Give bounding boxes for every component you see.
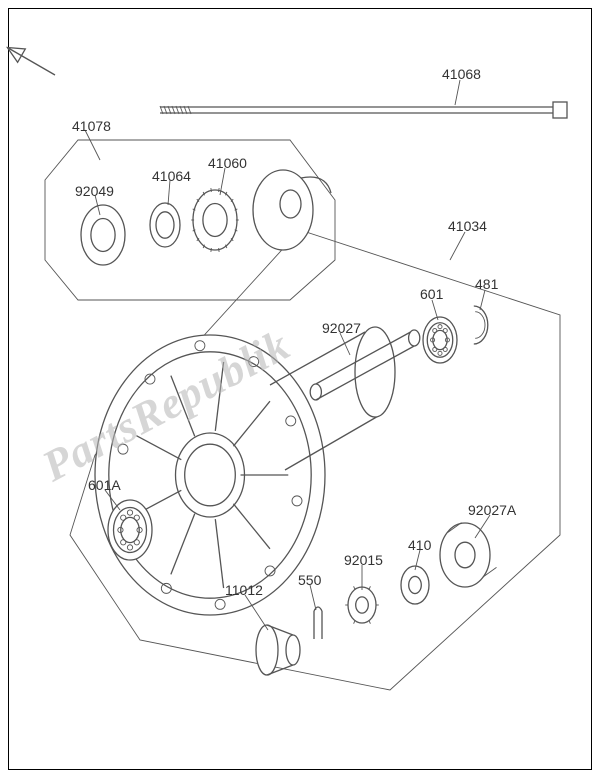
label-41064: 41064 <box>152 168 191 184</box>
label-92049: 92049 <box>75 183 114 199</box>
label-92027A: 92027A <box>468 502 516 518</box>
label-481: 481 <box>475 276 498 292</box>
label-41034: 41034 <box>448 218 487 234</box>
label-601A: 601A <box>88 477 121 493</box>
label-92015: 92015 <box>344 552 383 568</box>
label-41078: 41078 <box>72 118 111 134</box>
label-92027: 92027 <box>322 320 361 336</box>
label-410: 410 <box>408 537 431 553</box>
label-11012: 11012 <box>225 582 263 598</box>
label-41068: 41068 <box>442 66 481 82</box>
label-601: 601 <box>420 286 443 302</box>
label-41060: 41060 <box>208 155 247 171</box>
label-550: 550 <box>298 572 321 588</box>
